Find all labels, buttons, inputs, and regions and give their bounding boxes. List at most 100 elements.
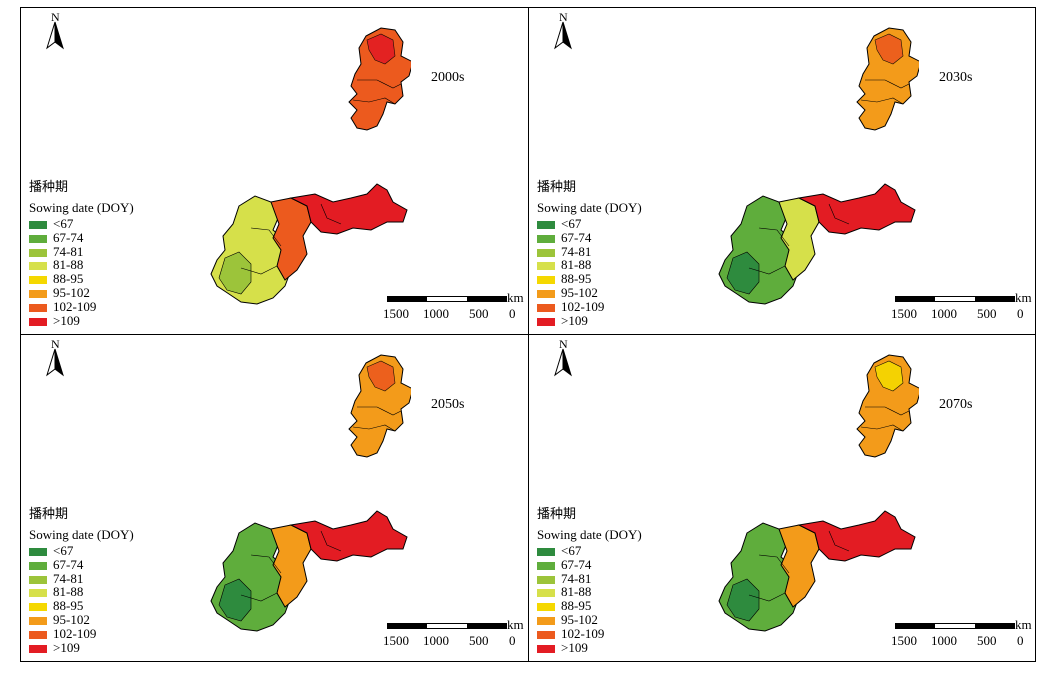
legend-title-cn: 播种期 — [537, 507, 577, 522]
legend-label: 74-81 — [561, 570, 592, 586]
legend-swatch — [29, 630, 47, 639]
legend-items: <67 67-74 74-81 81-88 88-95 95-102 102-109 >109 — [29, 217, 199, 327]
north-accent — [366, 33, 396, 65]
legend-swatch — [537, 276, 555, 285]
scale-tick-label: 1000 — [931, 306, 957, 321]
scale-tick-label: 1000 — [931, 633, 957, 648]
north-region — [348, 27, 411, 131]
legend-swatch — [29, 589, 47, 598]
map-grid: N 2000s 播种期 Sowing date (DOY) <67 67-74 74… — [20, 7, 1036, 662]
scale-tick-label: 500 — [977, 306, 997, 321]
legend-item: 102-109 — [29, 625, 199, 641]
legend: 播种期 Sowing date (DOY) <67 67-74 74-81 81-88… — [29, 178, 199, 327]
legend-item: 95-102 — [29, 286, 199, 300]
legend-item: 95-102 — [29, 613, 199, 627]
scale-tick-label: 1500 — [383, 306, 409, 321]
scale-bar-segment — [935, 623, 975, 629]
legend-item: 88-95 — [537, 599, 707, 613]
legend-item: 67-74 — [537, 230, 707, 245]
legend-swatch — [537, 548, 555, 557]
scale-tick-label: 0 — [1017, 306, 1024, 321]
map-panel-2050s: N 2050s 播种期 Sowing date (DOY) <67 67-74 74… — [21, 335, 529, 661]
legend-item: 88-95 — [29, 599, 199, 613]
legend-label: <67 — [53, 216, 74, 231]
scale-tick-label: 0 — [1017, 633, 1024, 648]
legend-title-en: Sowing date (DOY) — [29, 527, 134, 542]
scale-unit: km — [1015, 617, 1032, 632]
legend-label: 88-95 — [561, 271, 592, 287]
legend-label: <67 — [561, 543, 582, 558]
legend-item: 67-74 — [29, 230, 199, 245]
legend-swatch — [537, 248, 555, 257]
legend-item: <67 — [29, 544, 199, 558]
legend-label: 95-102 — [53, 611, 90, 627]
north-arrow-icon — [46, 21, 64, 50]
scale-bar: km 1500 1000 500 0 — [891, 617, 1032, 657]
legend-label: 74-81 — [53, 243, 84, 259]
legend-title-cn: 播种期 — [537, 180, 577, 195]
north-accent — [366, 360, 396, 392]
region-map — [718, 354, 919, 632]
legend-title-cn: 播种期 — [29, 180, 69, 195]
legend-label: 95-102 — [561, 284, 598, 300]
legend-item: 74-81 — [537, 244, 707, 259]
scale-unit: km — [1015, 290, 1032, 305]
legend-swatch — [537, 221, 555, 230]
legend-swatch — [29, 303, 47, 312]
south-accent-region — [218, 578, 252, 622]
scale-tick-label: 1500 — [383, 633, 409, 648]
legend-item: <67 — [537, 217, 707, 231]
scale-tick-label: 500 — [469, 633, 489, 648]
legend-item: <67 — [537, 544, 707, 558]
north-accent — [874, 33, 904, 65]
period-label: 2000s — [431, 70, 465, 85]
legend-swatch — [29, 248, 47, 257]
legend-label: >109 — [53, 639, 80, 655]
legend-item: <67 — [29, 217, 199, 231]
map-panel-2030s: N 2030s 播种期 Sowing date (DOY) <67 67-74 74… — [529, 8, 1035, 335]
north-region — [856, 354, 919, 458]
legend-label: >109 — [561, 639, 588, 655]
legend-swatch — [29, 575, 47, 584]
legend-items: <67 67-74 74-81 81-88 88-95 95-102 102-109 >109 — [537, 217, 707, 327]
period-label: 2070s — [939, 397, 973, 412]
legend-label: 95-102 — [561, 611, 598, 627]
legend-title-en: Sowing date (DOY) — [29, 200, 134, 215]
scale-tick-label: 1000 — [423, 306, 449, 321]
legend-swatch — [29, 221, 47, 230]
legend-label: 102-109 — [53, 625, 97, 641]
scale-bar-segment — [427, 296, 467, 302]
period-label: 2030s — [939, 70, 973, 85]
south-accent-region — [726, 578, 760, 622]
legend-swatch — [537, 561, 555, 570]
legend-title-en: Sowing date (DOY) — [537, 200, 642, 215]
legend-title-en: Sowing date (DOY) — [537, 527, 642, 542]
legend-title-cn: 播种期 — [29, 507, 69, 522]
scale-bar-segment — [935, 296, 975, 302]
legend-swatch — [29, 317, 47, 326]
south-accent-region — [218, 251, 252, 295]
legend-items: <67 67-74 74-81 81-88 88-95 95-102 102-109 >109 — [537, 544, 707, 654]
legend-swatch — [29, 290, 47, 298]
legend-item: 95-102 — [537, 286, 707, 300]
scale-bar: km 1500 1000 500 0 — [383, 290, 524, 330]
legend-item: 88-95 — [537, 272, 707, 286]
legend-swatch — [537, 575, 555, 584]
legend-label: 102-109 — [561, 625, 605, 641]
scale-unit: km — [507, 290, 524, 305]
map-panel-2070s: N 2070s 播种期 Sowing date (DOY) <67 67-74 74… — [529, 335, 1035, 661]
legend-label: 81-88 — [53, 584, 84, 600]
legend-item: 88-95 — [29, 272, 199, 286]
legend-swatch — [29, 561, 47, 570]
legend-label: 81-88 — [53, 257, 84, 273]
region-map — [718, 27, 919, 305]
legend-label: 88-95 — [561, 598, 592, 614]
legend-label: 88-95 — [53, 598, 84, 614]
south-east-region — [797, 510, 916, 562]
legend: 播种期 Sowing date (DOY) <67 67-74 74-81 81-88… — [537, 178, 707, 327]
region-map — [210, 27, 411, 305]
scale-tick-label: 500 — [469, 306, 489, 321]
legend-item: 102-109 — [29, 299, 199, 314]
legend-swatch — [537, 603, 555, 612]
legend-item: 74-81 — [29, 243, 199, 259]
